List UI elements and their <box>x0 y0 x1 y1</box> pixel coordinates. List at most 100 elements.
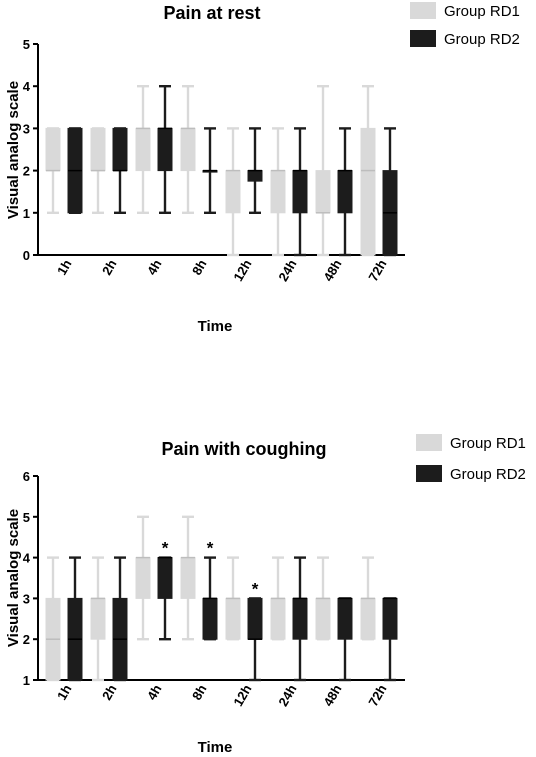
box-iqr <box>360 127 376 256</box>
x-axis-label: Time <box>198 318 233 335</box>
box-group-rd1-72h <box>360 84 376 257</box>
y-tick-label: 3 <box>23 591 30 606</box>
box-group-rd1-48h <box>315 556 331 641</box>
x-tick-label: 8h <box>189 682 210 703</box>
y-tick-label: 2 <box>23 164 30 179</box>
y-tick-label: 0 <box>23 248 30 263</box>
box-group-rd1-4h <box>135 515 151 641</box>
box-group-rd1-1h <box>45 556 61 682</box>
box-group-rd1-1h <box>45 127 61 215</box>
y-axis-label: Visual analog scale <box>5 81 22 219</box>
box-group-rd2-8h <box>202 127 218 215</box>
legend-entry-1: Group RD1 <box>410 2 520 20</box>
box-group-rd2-8h <box>202 556 218 641</box>
box-iqr <box>180 127 196 172</box>
box-group-rd1-2h <box>90 127 106 215</box>
box-iqr <box>45 127 61 172</box>
box-group-rd2-2h <box>112 556 128 682</box>
box-iqr <box>112 127 128 172</box>
y-axis-label: Visual analog scale <box>5 509 22 647</box>
legend-label: Group RD1 <box>450 435 526 452</box>
box-iqr <box>382 597 398 640</box>
box-group-rd1-48h <box>315 84 331 257</box>
x-tick-label: 8h <box>189 257 210 278</box>
x-tick-label: 24h <box>275 257 299 284</box>
box-group-rd1-8h <box>180 84 196 215</box>
box-group-rd1-8h <box>180 515 196 641</box>
x-tick-label: 2h <box>99 257 120 278</box>
box-iqr <box>225 170 241 214</box>
box-group-rd2-72h <box>382 597 398 682</box>
significance-star: * <box>162 539 169 558</box>
box-iqr <box>292 597 308 640</box>
x-tick-label: 1h <box>54 257 75 278</box>
x-tick-label: 24h <box>275 682 299 709</box>
x-tick-label: 72h <box>365 257 389 284</box>
y-tick-label: 5 <box>23 510 30 525</box>
box-iqr <box>225 597 241 640</box>
legend-label: Group RD2 <box>444 31 520 48</box>
box-iqr <box>337 170 353 214</box>
box-group-rd1-24h <box>270 556 286 641</box>
box-group-rd2-2h <box>112 127 128 215</box>
box-group-rd2-1h <box>67 556 83 682</box>
box-group-rd1-12h <box>225 127 241 257</box>
box-group-rd1-12h <box>225 556 241 641</box>
box-iqr <box>337 597 353 640</box>
box-iqr <box>247 597 263 640</box>
y-tick-label: 4 <box>23 79 31 94</box>
x-axis-label: Time <box>198 739 233 756</box>
box-group-rd2-24h <box>292 127 308 257</box>
x-tick-label: 4h <box>144 257 165 278</box>
significance-star: * <box>252 579 259 598</box>
box-group-rd2-72h <box>382 127 398 257</box>
box-group-rd2-12h <box>247 127 263 215</box>
box-iqr <box>247 170 263 182</box>
box-iqr <box>157 557 173 599</box>
box-iqr <box>90 127 106 172</box>
legend-swatch <box>416 465 442 482</box>
x-tick-label: 2h <box>99 682 120 703</box>
box-iqr <box>90 597 106 640</box>
box-iqr <box>315 170 331 214</box>
chart-title: Pain with coughing <box>162 439 327 459</box>
box-group-rd1-2h <box>90 556 106 682</box>
legend-entry-2: Group RD2 <box>416 465 526 483</box>
x-tick-label: 72h <box>365 682 389 709</box>
legend-swatch <box>416 434 442 451</box>
y-tick-label: 4 <box>23 551 31 566</box>
box-group-rd2-24h <box>292 556 308 682</box>
box-group-rd2-48h <box>337 127 353 257</box>
chart-panel-2: Pain with coughing 1 2 3 4 5 6 Visual analog sc… <box>5 434 526 756</box>
legend-label: Group RD2 <box>450 466 526 483</box>
box-group-rd2-4h <box>157 84 173 215</box>
box-group-rd1-4h <box>135 84 151 215</box>
y-tick-label: 3 <box>23 121 30 136</box>
x-tick-label: 4h <box>144 682 165 703</box>
y-tick-label: 6 <box>23 469 30 484</box>
box-iqr <box>135 557 151 599</box>
box-group-rd1-72h <box>360 556 376 641</box>
chart-panel-1: Pain at rest 0 1 2 3 4 5 Visual analog scale Tim… <box>5 2 520 335</box>
chart-title: Pain at rest <box>163 3 260 23</box>
y-tick-label: 1 <box>23 673 30 688</box>
box-group-rd1-24h <box>270 127 286 257</box>
x-tick-label: 12h <box>230 257 254 284</box>
y-tick-label: 1 <box>23 206 30 221</box>
significance-star: * <box>207 539 214 558</box>
legend-swatch <box>410 30 436 47</box>
box-iqr <box>292 170 308 214</box>
box-iqr <box>270 170 286 214</box>
box-iqr <box>180 557 196 599</box>
box-iqr <box>270 597 286 640</box>
legend-entry-1: Group RD1 <box>416 434 526 452</box>
y-tick-label: 2 <box>23 632 30 647</box>
box-group-rd2-4h <box>157 556 173 641</box>
x-tick-label: 1h <box>54 682 75 703</box>
legend-label: Group RD1 <box>444 3 520 20</box>
box-group-rd2-12h <box>247 597 263 682</box>
x-tick-label: 48h <box>320 682 344 709</box>
box-group-rd2-1h <box>67 127 83 215</box>
legend-entry-2: Group RD2 <box>410 30 520 48</box>
